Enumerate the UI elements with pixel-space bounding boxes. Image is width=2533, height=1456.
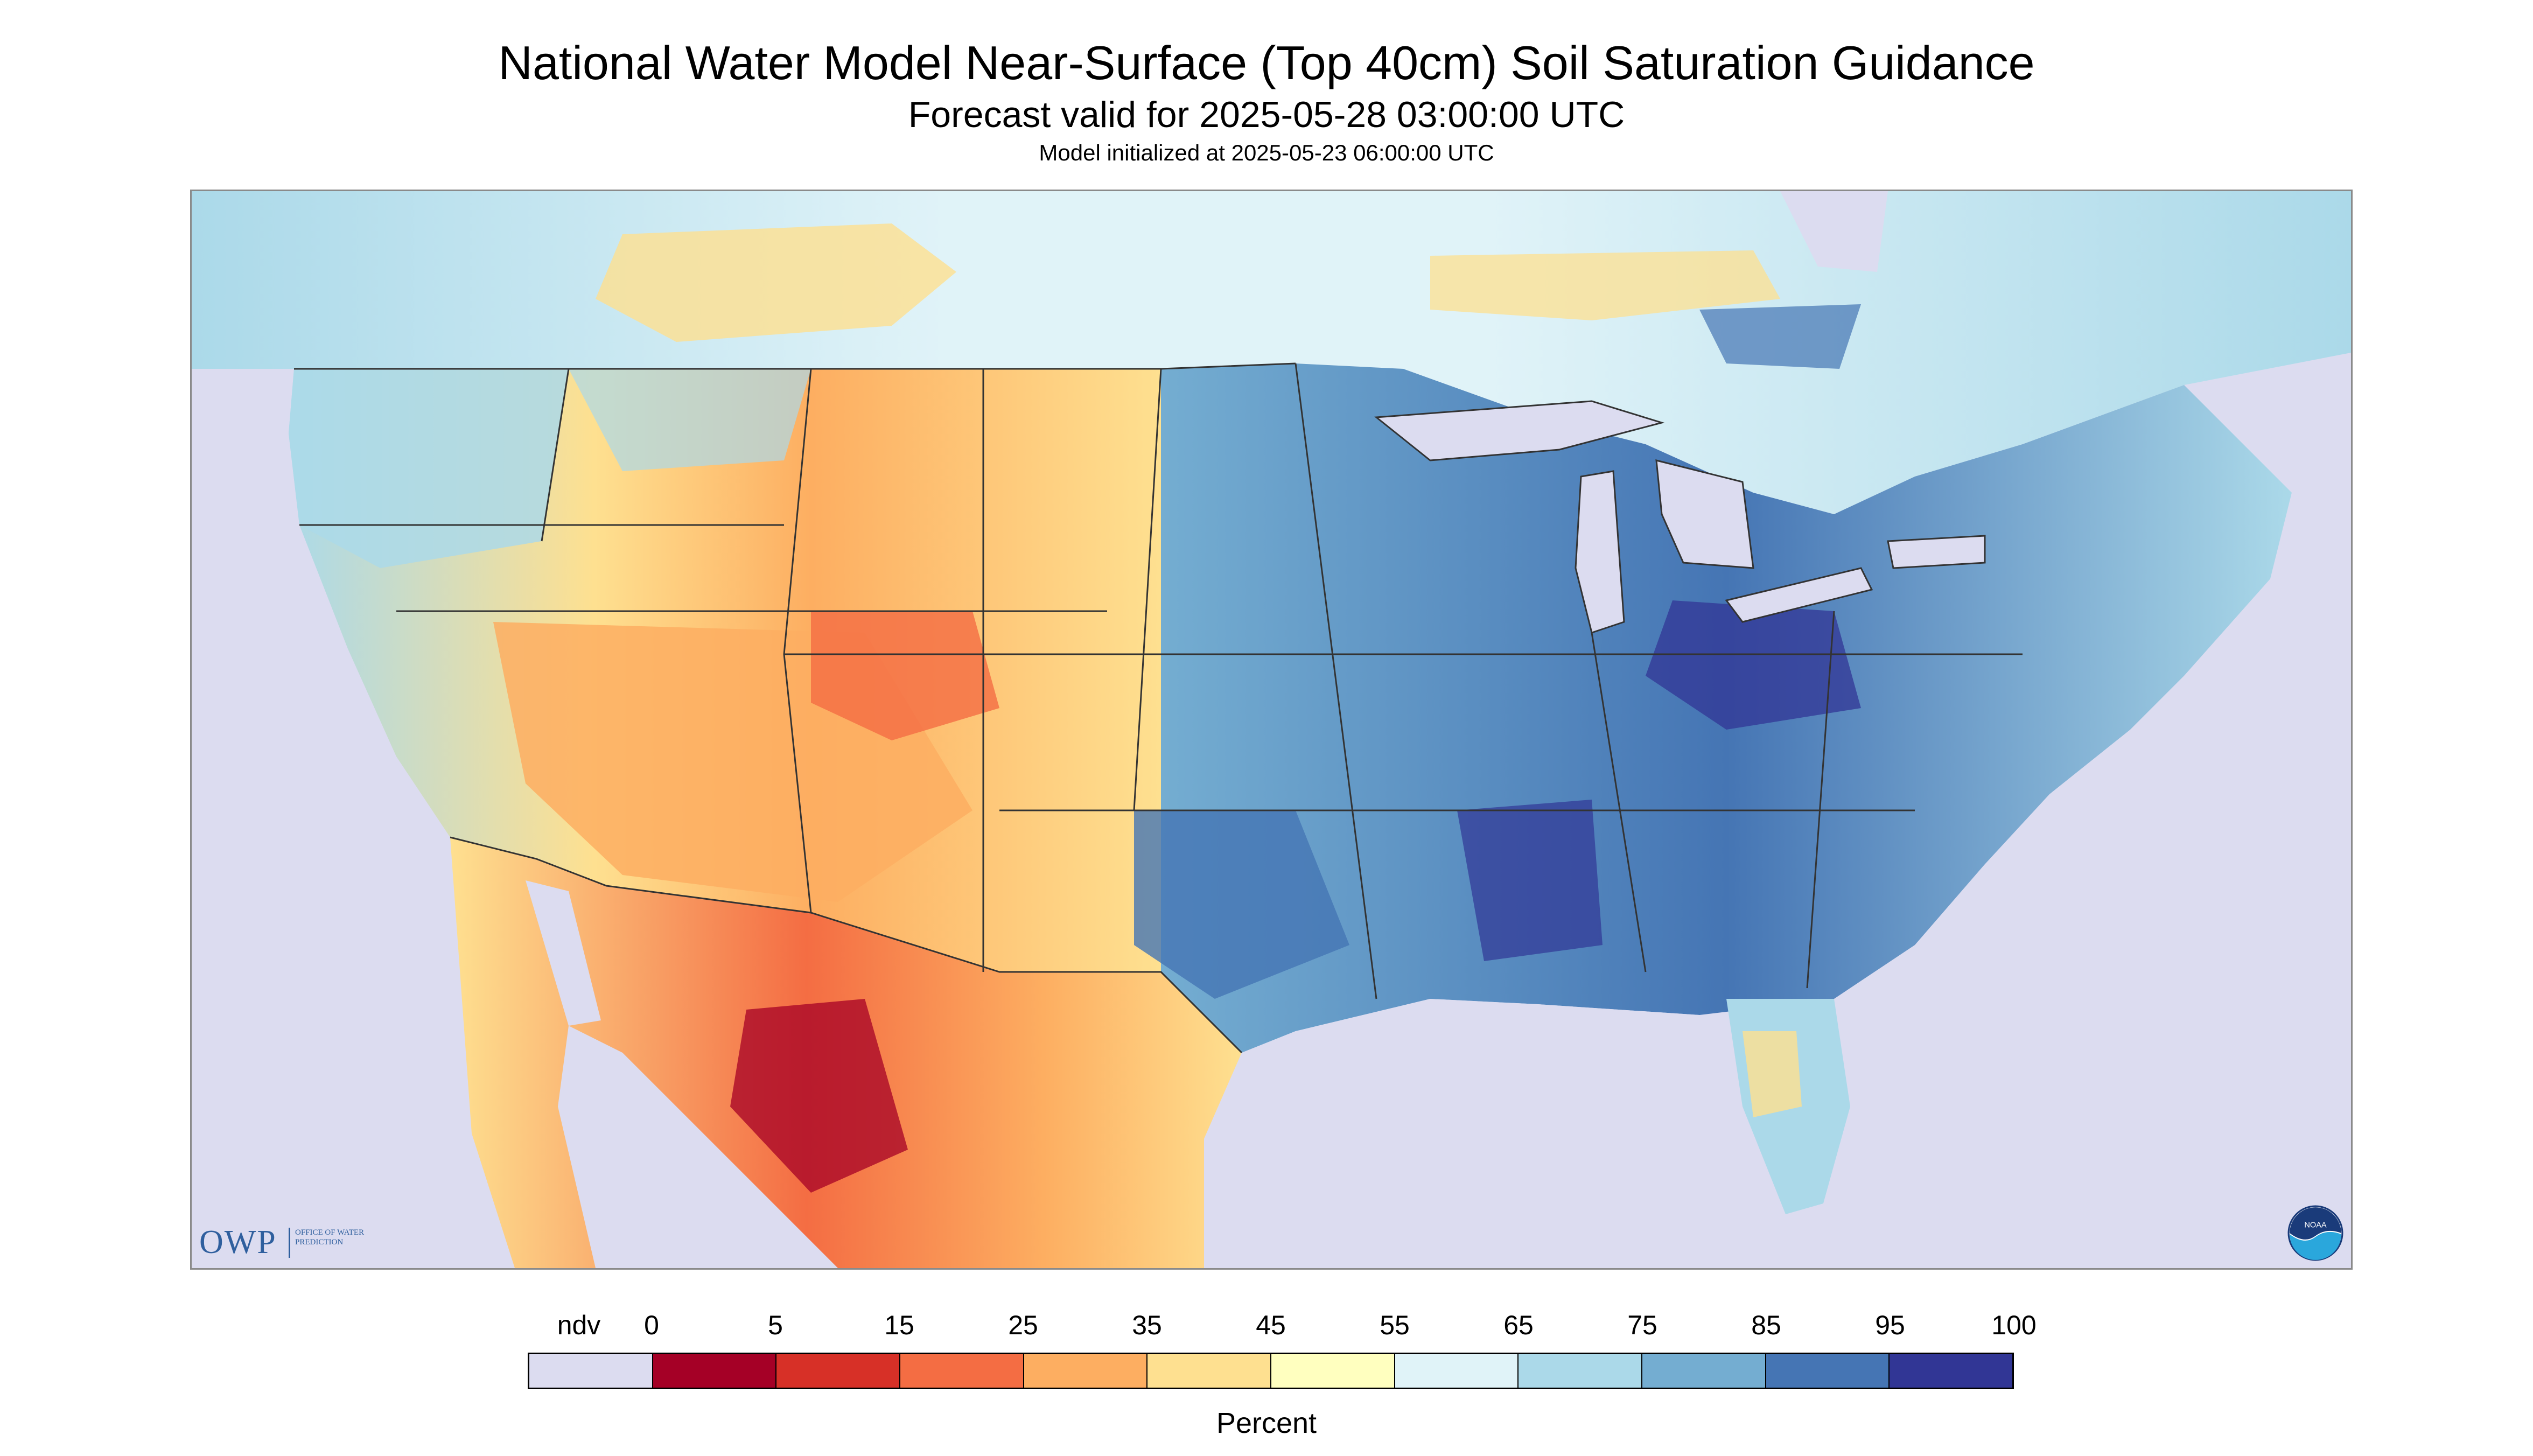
legend-tick-label: 25 bbox=[1008, 1310, 1038, 1340]
color-legend: ndv 0 5 15 25 35 45 55 65 75 85 95 100 Percent bbox=[0, 1292, 2533, 1454]
legend-tick-label: 35 bbox=[1132, 1310, 1162, 1340]
legend-tick-label: 85 bbox=[1751, 1310, 1781, 1340]
gulf-of-mexico bbox=[1204, 999, 1743, 1268]
legend-tick-label: 95 bbox=[1875, 1310, 1905, 1340]
lake-michigan bbox=[1575, 470, 1625, 634]
gulf-of-california bbox=[526, 880, 601, 1026]
lower-mississippi-very-wet bbox=[1457, 800, 1603, 961]
legend-tick-label: 75 bbox=[1627, 1310, 1657, 1340]
lake-erie bbox=[1725, 567, 1873, 623]
legend-tick-label: 100 bbox=[1991, 1310, 2037, 1340]
legend-swatch bbox=[1519, 1354, 1643, 1388]
legend-swatch bbox=[1024, 1354, 1148, 1388]
legend-swatch bbox=[1642, 1354, 1766, 1388]
legend-tick-label: 15 bbox=[884, 1310, 914, 1340]
legend-swatch bbox=[776, 1354, 901, 1388]
canada-dry-patch bbox=[1430, 250, 1780, 320]
colorado-dry-area bbox=[811, 611, 999, 740]
legend-swatch bbox=[900, 1354, 1024, 1388]
noaa-logo: NOAA bbox=[2287, 1205, 2343, 1261]
owp-logo-mark: OWP bbox=[199, 1224, 277, 1261]
legend-swatch bbox=[529, 1354, 653, 1388]
legend-swatch bbox=[1395, 1354, 1519, 1388]
legend-swatch bbox=[1271, 1354, 1395, 1388]
ohio-valley-very-wet bbox=[1646, 600, 1861, 730]
legend-tick-label: ndv bbox=[557, 1310, 601, 1340]
texas-wet-area bbox=[1134, 810, 1349, 999]
legend-color-bar bbox=[528, 1353, 2014, 1389]
legend-swatch bbox=[1890, 1354, 2013, 1388]
hudson-bay-area bbox=[1780, 191, 1888, 272]
pacific-northwest-wet-area bbox=[289, 369, 569, 568]
florida-dry-patch bbox=[1743, 1031, 1802, 1117]
legend-swatch bbox=[653, 1354, 777, 1388]
lake-huron bbox=[1655, 459, 1754, 569]
canada-dry-patch bbox=[596, 223, 956, 342]
legend-units-label: Percent bbox=[1216, 1407, 1317, 1439]
canada-wet-patch bbox=[1699, 304, 1861, 369]
soil-saturation-map bbox=[190, 190, 2353, 1270]
owp-logo-text: OFFICE OF WATER PREDICTION bbox=[295, 1228, 365, 1247]
map-canvas bbox=[192, 191, 2351, 1268]
legend-tick-label: 0 bbox=[644, 1310, 659, 1340]
owp-logo-divider bbox=[289, 1228, 290, 1258]
forecast-valid-time: Forecast valid for 2025-05-28 03:00:00 U… bbox=[908, 94, 1625, 135]
map-title: National Water Model Near-Surface (Top 4… bbox=[498, 36, 2035, 89]
owp-logo: OWP OFFICE OF WATER PREDICTION bbox=[199, 1222, 377, 1262]
atlantic-no-data-area bbox=[1990, 493, 2351, 1268]
pacific-no-data-area bbox=[192, 568, 472, 1268]
legend-swatch bbox=[1766, 1354, 1890, 1388]
lake-superior bbox=[1374, 400, 1665, 461]
lake-ontario bbox=[1887, 535, 1986, 569]
legend-tick-label: 5 bbox=[768, 1310, 783, 1340]
noaa-logo-text: NOAA bbox=[2304, 1221, 2327, 1230]
political-boundaries bbox=[294, 362, 2023, 1054]
legend-tick-label: 55 bbox=[1380, 1310, 1410, 1340]
legend-tick-label: 45 bbox=[1256, 1310, 1286, 1340]
legend-tick-label: 65 bbox=[1503, 1310, 1534, 1340]
northern-rockies-wet-area bbox=[569, 369, 811, 471]
northern-mexico-driest-area bbox=[730, 999, 908, 1193]
legend-swatch bbox=[1147, 1354, 1272, 1388]
model-init-time: Model initialized at 2025-05-23 06:00:00… bbox=[1039, 140, 1494, 165]
